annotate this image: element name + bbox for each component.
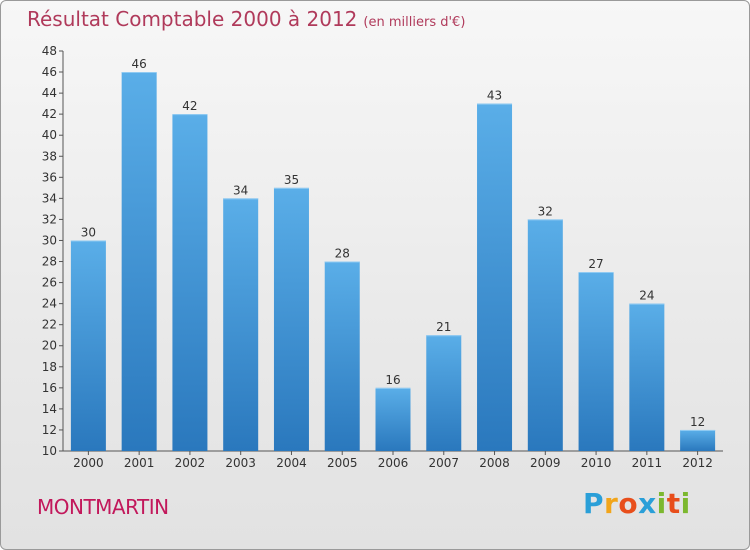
x-tick-label: 2000 bbox=[73, 456, 104, 470]
x-tick-label: 2006 bbox=[378, 456, 409, 470]
data-label: 28 bbox=[335, 247, 350, 261]
y-tick-label: 38 bbox=[42, 149, 57, 163]
bar-2006 bbox=[375, 387, 411, 451]
proxiti-logo: Proxiti bbox=[583, 487, 691, 520]
y-tick-label: 40 bbox=[42, 128, 57, 142]
x-tick-label: 2003 bbox=[225, 456, 256, 470]
y-tick-label: 20 bbox=[42, 339, 57, 353]
logo-letter: o bbox=[618, 487, 639, 520]
data-label: 24 bbox=[639, 289, 654, 303]
y-tick-label: 30 bbox=[42, 233, 57, 247]
logo-letter: r bbox=[604, 487, 619, 520]
bar-2011 bbox=[629, 303, 665, 451]
x-tick-label: 2002 bbox=[175, 456, 206, 470]
logo-letter: P bbox=[583, 487, 605, 520]
y-tick-label: 16 bbox=[42, 381, 57, 395]
y-tick-label: 12 bbox=[42, 423, 57, 437]
data-label: 30 bbox=[81, 225, 96, 239]
x-axis: 2000 2001 2002 2003 2004 2005 2006 2007 2008 2009… bbox=[63, 450, 723, 470]
bar-2000 bbox=[70, 240, 106, 451]
bar-2007 bbox=[426, 335, 462, 451]
y-tick-label: 26 bbox=[42, 276, 57, 290]
bar-2002 bbox=[172, 114, 208, 451]
data-label: 42 bbox=[182, 99, 197, 113]
bar-2001 bbox=[121, 72, 157, 451]
x-tick-label: 2005 bbox=[327, 456, 358, 470]
bar-2004 bbox=[273, 187, 309, 451]
y-tick-label: 24 bbox=[42, 297, 57, 311]
x-tick-label: 2009 bbox=[530, 456, 561, 470]
title-text: Résultat Comptable 2000 à 2012 bbox=[27, 7, 358, 31]
data-label: 35 bbox=[284, 173, 299, 187]
data-label: 34 bbox=[233, 183, 248, 197]
y-tick-label: 14 bbox=[42, 402, 57, 416]
y-tick-label: 48 bbox=[42, 44, 57, 58]
logo-letter: t bbox=[666, 487, 681, 520]
bar-2010 bbox=[578, 272, 614, 451]
y-tick-label: 32 bbox=[42, 212, 57, 226]
commune-name: MONTMARTIN bbox=[37, 495, 169, 519]
x-tick-label: 2010 bbox=[581, 456, 612, 470]
data-label: 46 bbox=[132, 57, 147, 71]
bar-2012 bbox=[680, 429, 716, 451]
data-label: 43 bbox=[487, 89, 502, 103]
y-tick-label: 18 bbox=[42, 360, 57, 374]
bar-2008 bbox=[477, 103, 513, 451]
y-tick-label: 36 bbox=[42, 170, 57, 184]
y-tick-label: 22 bbox=[42, 318, 57, 332]
y-tick-label: 34 bbox=[42, 191, 57, 205]
bars: 30 46 42 34 35 28 16 21 43 32 27 24 12 bbox=[70, 57, 716, 451]
logo-letter: i bbox=[680, 487, 691, 520]
data-label: 32 bbox=[538, 204, 553, 218]
x-tick-label: 2004 bbox=[276, 456, 307, 470]
x-tick-label: 2007 bbox=[428, 456, 459, 470]
data-label: 27 bbox=[588, 257, 603, 271]
logo-letter: i bbox=[656, 487, 667, 520]
y-tick-label: 44 bbox=[42, 86, 57, 100]
data-label: 16 bbox=[385, 373, 400, 387]
chart-title: Résultat Comptable 2000 à 2012 (en millie… bbox=[27, 7, 465, 31]
bar-2005 bbox=[324, 261, 360, 451]
title-unit: (en milliers d'€) bbox=[363, 15, 466, 30]
bar-2003 bbox=[223, 198, 259, 451]
x-tick-label: 2012 bbox=[682, 456, 713, 470]
data-label: 21 bbox=[436, 320, 451, 334]
x-tick-label: 2001 bbox=[124, 456, 155, 470]
y-tick-label: 28 bbox=[42, 255, 57, 269]
y-axis: 10 12 14 16 18 20 22 24 26 28 30 32 34 36 38 40 42 44 46 48 bbox=[42, 44, 64, 458]
x-tick-label: 2011 bbox=[632, 456, 663, 470]
y-tick-label: 46 bbox=[42, 65, 57, 79]
x-tick-label: 2008 bbox=[479, 456, 510, 470]
logo-letter: x bbox=[638, 487, 657, 520]
y-tick-label: 10 bbox=[42, 444, 57, 458]
bar-2009 bbox=[527, 219, 563, 451]
data-label: 12 bbox=[690, 415, 705, 429]
y-tick-label: 42 bbox=[42, 107, 57, 121]
